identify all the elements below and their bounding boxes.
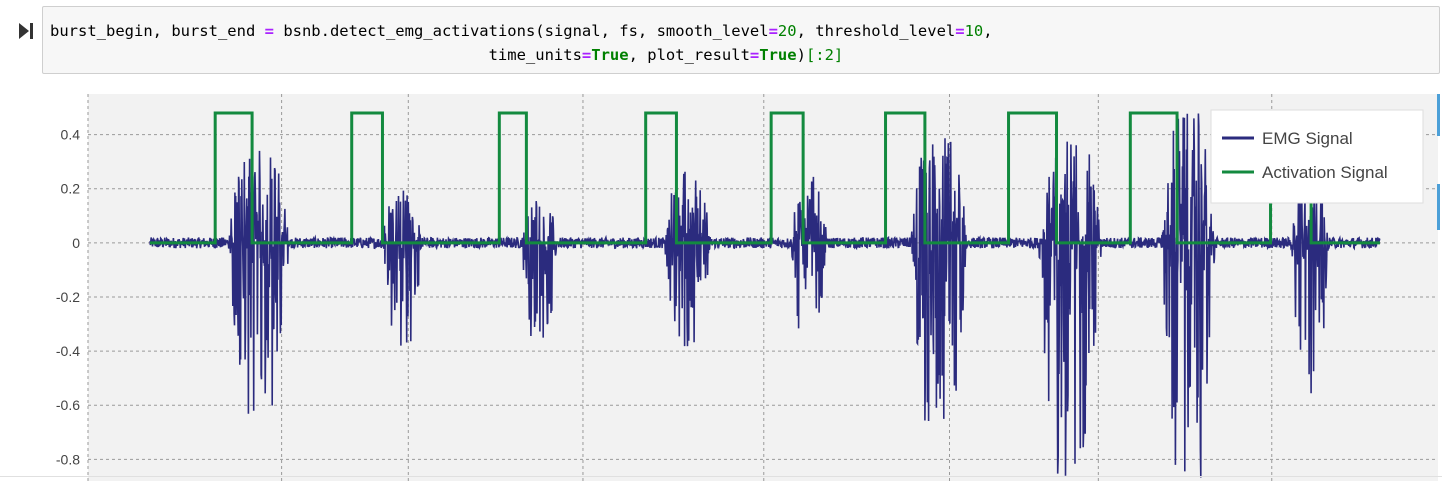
y-tick-label: -0.4 — [56, 343, 80, 359]
activation-signal-line — [150, 111, 1380, 245]
code-token: True — [759, 46, 797, 64]
divider — [0, 476, 1442, 477]
y-tick-label: -0.8 — [56, 451, 80, 467]
scroll-indicator-bottom[interactable] — [1437, 184, 1440, 230]
code-token: = — [955, 22, 965, 40]
legend-label-emg: EMG Signal — [1262, 129, 1353, 148]
code-line-2: time_units=True, plot_result=True)[:2] — [50, 46, 844, 64]
legend-label-activation: Activation Signal — [1262, 163, 1388, 182]
code-token: , — [983, 22, 993, 40]
code-token: = — [749, 46, 760, 64]
emg-chart: 0.4 0.2 0 -0.2 -0.4 -0.6 -0.8 EMG Signal Activ… — [56, 94, 1438, 481]
code-line-1: burst_begin, burst_end = bsnb.detect_emg… — [50, 22, 993, 40]
y-tick-label: -0.6 — [56, 397, 80, 413]
y-tick-label: 0.2 — [61, 181, 81, 197]
code-token: 20 — [777, 22, 797, 40]
code-token: time_units — [50, 46, 582, 64]
code-token: , plot_result — [628, 46, 750, 64]
code-token: = — [264, 22, 274, 40]
code-token: [:2] — [805, 46, 844, 64]
code-cell-input[interactable]: burst_begin, burst_end = bsnb.detect_emg… — [42, 6, 1440, 74]
scroll-indicator-top[interactable] — [1437, 94, 1440, 136]
y-tick-label: 0.4 — [61, 127, 81, 143]
code-token: burst_begin, burst_end — [50, 22, 265, 40]
code-text: burst_begin, burst_end = bsnb.detect_emg… — [43, 7, 1439, 67]
code-token: = — [768, 22, 778, 40]
code-token: bsnb.detect_emg_activations(signal, fs, … — [273, 22, 769, 40]
code-token: 10 — [964, 22, 984, 40]
code-token: , threshold_level — [796, 22, 956, 40]
code-token: = — [581, 46, 592, 64]
y-tick-label: -0.2 — [56, 289, 80, 305]
code-token: ) — [796, 46, 806, 64]
cell-output: 0.4 0.2 0 -0.2 -0.4 -0.6 -0.8 EMG Signal Activ… — [0, 86, 1442, 481]
run-cell-icon[interactable] — [18, 22, 34, 40]
code-token: True — [591, 46, 629, 64]
chart-legend: EMG Signal Activation Signal — [1210, 109, 1424, 204]
y-tick-label: 0 — [72, 235, 80, 251]
